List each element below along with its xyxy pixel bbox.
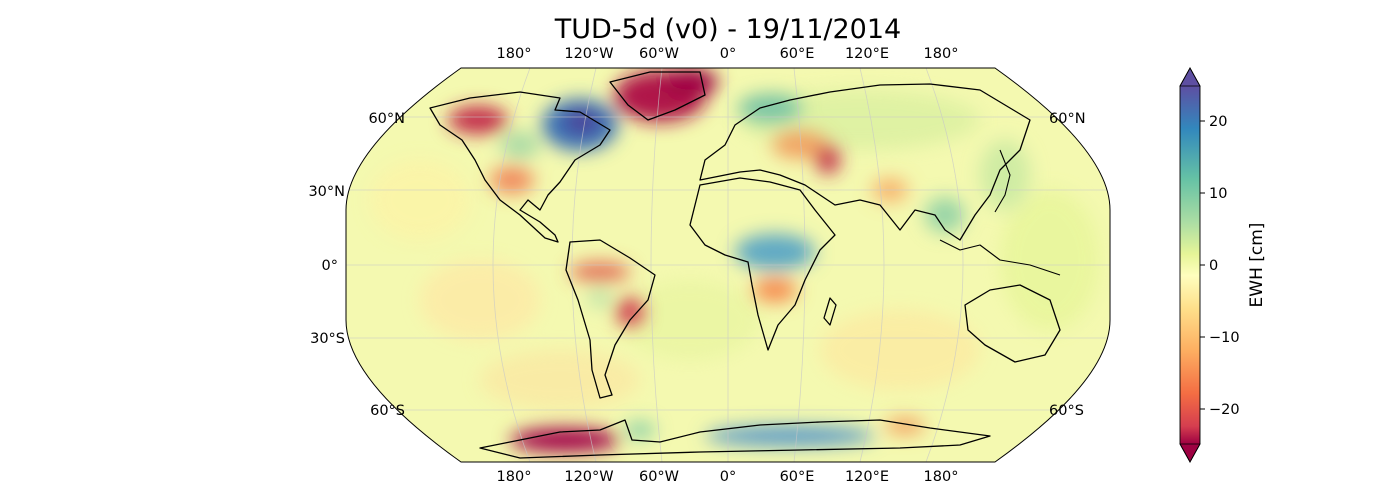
map-globe xyxy=(345,67,1111,463)
globe-outline xyxy=(345,67,1111,463)
lon-label: 60°W xyxy=(639,46,679,62)
lat-labels-left: 60°N 30°N 0° 30°S 60°S xyxy=(308,111,405,419)
anomaly-east-antarctica xyxy=(705,426,875,446)
madagascar-coast xyxy=(823,297,837,326)
map-title: TUD-5d (v0) - 19/11/2014 xyxy=(554,14,901,45)
anomaly-alaska xyxy=(448,106,508,134)
lat-label: 30°N xyxy=(308,184,345,200)
graticule xyxy=(346,68,1110,462)
anomaly-scandinavia xyxy=(738,94,802,122)
lon-labels-top: 180° 120°W 60°W 0° 60°E 120°E 180° xyxy=(497,46,959,62)
anomaly-southern-africa xyxy=(753,278,797,302)
lat-labels-right: 60°N 60°S xyxy=(1049,111,1086,419)
lon-label: 60°E xyxy=(780,469,815,485)
colorbar-tick: 0 xyxy=(1209,258,1218,274)
antarctica-coast xyxy=(479,419,991,459)
anomaly-field xyxy=(346,68,1110,462)
colorbar-label: EWH [cm] xyxy=(1247,223,1267,308)
lat-label: 60°S xyxy=(370,403,405,419)
north-america-coast xyxy=(429,91,611,243)
lon-label: 180° xyxy=(924,46,959,62)
anomaly-central-africa xyxy=(735,234,815,270)
greenland-coast xyxy=(609,71,706,121)
lat-label: 60°S xyxy=(1049,403,1084,419)
colorbar-extend-min xyxy=(1179,443,1201,463)
lat-label: 60°N xyxy=(368,111,405,127)
lon-label: 120°E xyxy=(845,46,889,62)
colorbar-tick: 10 xyxy=(1209,186,1227,202)
europe-asia-coast xyxy=(699,83,1031,241)
lon-label: 60°W xyxy=(639,469,679,485)
lat-label: 30°S xyxy=(310,331,345,347)
africa-coast xyxy=(689,177,836,351)
lon-label: 120°W xyxy=(564,46,613,62)
colorbar-tick: −10 xyxy=(1209,330,1240,346)
lon-label: 120°E xyxy=(845,469,889,485)
colorbar-gradient xyxy=(1180,86,1200,444)
anomaly-eastern-brazil xyxy=(616,298,644,326)
south-america-coast xyxy=(565,239,656,399)
lon-label: 180° xyxy=(924,469,959,485)
lon-label: 0° xyxy=(720,46,736,62)
coastlines xyxy=(429,71,1061,459)
anomaly-caspian xyxy=(816,146,840,174)
colorbar: 20 10 0 −10 −20 EWH [cm] xyxy=(1179,67,1267,463)
lon-label: 180° xyxy=(497,46,532,62)
colorbar-tick: −20 xyxy=(1209,402,1240,418)
lon-label: 180° xyxy=(497,469,532,485)
lon-label: 120°W xyxy=(564,469,613,485)
colorbar-outline xyxy=(1179,67,1201,463)
lon-label: 0° xyxy=(720,469,736,485)
lat-label: 60°N xyxy=(1049,111,1086,127)
colorbar-extend-max xyxy=(1179,67,1201,87)
australia-coast xyxy=(964,284,1061,363)
lon-labels-bottom: 180° 120°W 60°W 0° 60°E 120°E 180° xyxy=(497,469,959,485)
lon-label: 60°E xyxy=(780,46,815,62)
lat-label: 0° xyxy=(322,258,338,274)
colorbar-tick: 20 xyxy=(1209,114,1227,130)
